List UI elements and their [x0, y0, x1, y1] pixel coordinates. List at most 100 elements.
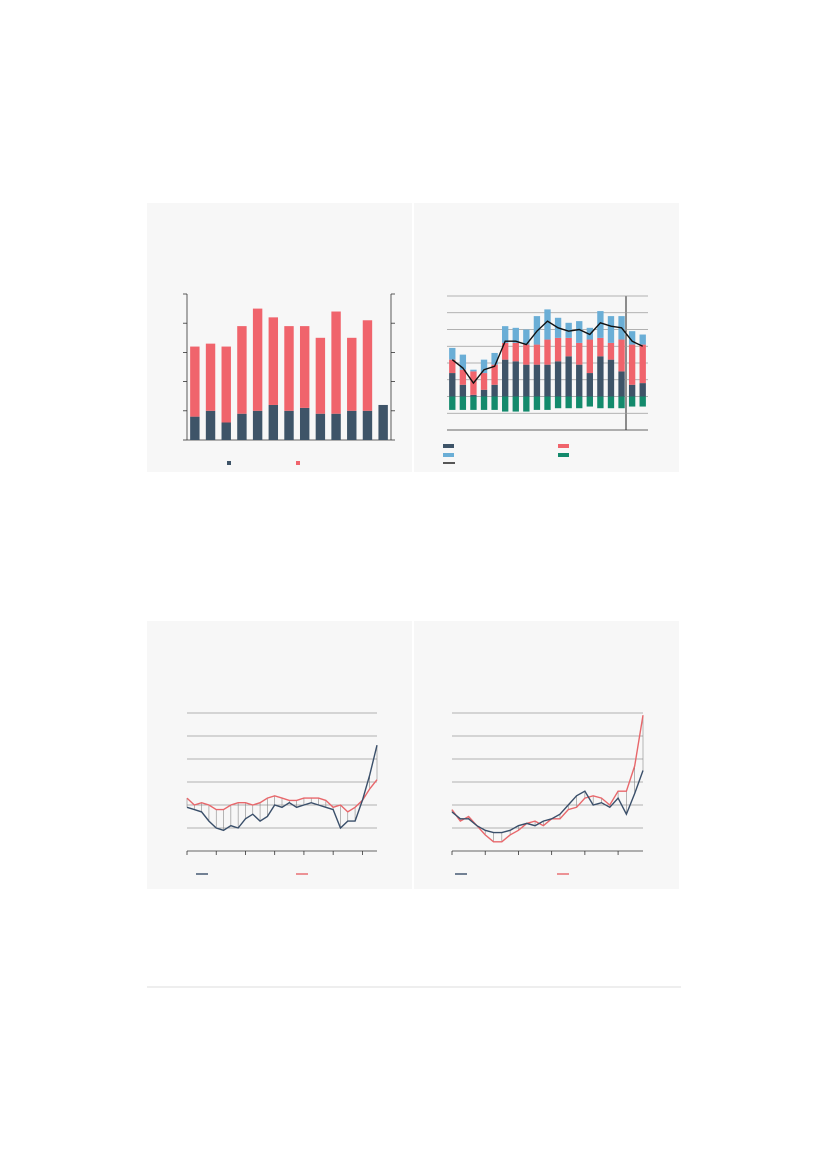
- legend-swatch: [558, 453, 569, 457]
- bar-segment: [576, 321, 583, 343]
- bar-segment: [523, 364, 530, 397]
- bar-segment: [470, 396, 477, 410]
- bar-segment: [565, 337, 572, 357]
- legend-swatch: [227, 461, 231, 465]
- line-series: [451, 320, 644, 385]
- bar-segment: [331, 413, 341, 440]
- bar-segment: [470, 394, 477, 397]
- bar-segment: [565, 396, 572, 409]
- bar-segment: [491, 352, 498, 365]
- line-series: [451, 715, 644, 843]
- legend-swatch: [443, 453, 454, 457]
- legend-swatch: [296, 461, 300, 465]
- legend-swatch: [558, 444, 569, 448]
- bar-segment: [597, 311, 604, 338]
- bar-segment: [639, 344, 646, 384]
- bar-segment: [512, 327, 519, 343]
- bar-segment: [544, 309, 551, 340]
- bar-segment: [533, 344, 541, 365]
- bar-segment: [639, 396, 646, 407]
- bar-segment: [607, 396, 615, 409]
- bar-segment: [523, 396, 530, 412]
- bar-segment: [554, 361, 562, 397]
- bar-segment: [523, 329, 530, 345]
- bar-segment: [378, 404, 388, 440]
- bar-segment: [268, 404, 279, 440]
- bar-segment: [502, 396, 509, 412]
- bar-segment: [221, 422, 231, 440]
- bar-segment: [190, 416, 200, 440]
- bar-segment: [586, 339, 593, 374]
- bar-segment: [554, 337, 562, 362]
- bar-segment: [502, 326, 509, 343]
- bar-segment: [491, 384, 498, 397]
- bar-segment: [512, 361, 519, 397]
- bar-segment: [268, 317, 279, 405]
- bar-segment: [628, 331, 636, 345]
- bar-segment: [491, 396, 498, 410]
- bar-segment: [628, 344, 636, 385]
- bar-segment: [533, 396, 541, 410]
- bar-segment: [565, 356, 572, 397]
- bar-segment: [347, 337, 357, 411]
- bar-segment: [284, 326, 294, 411]
- bar-segment: [205, 343, 216, 411]
- bar-segment: [533, 364, 541, 397]
- bar-segment: [347, 410, 357, 440]
- bar-segment: [449, 373, 456, 397]
- bar-segment: [221, 346, 231, 423]
- bar-segment: [628, 396, 636, 407]
- bar-segment: [554, 396, 562, 409]
- bar-segment: [480, 389, 488, 397]
- bar-segment: [315, 413, 326, 440]
- bar-segment: [480, 396, 488, 410]
- bar-segment: [459, 396, 467, 410]
- bar-segment: [459, 369, 467, 385]
- line-series: [186, 745, 378, 832]
- bar-segment: [565, 322, 572, 338]
- bar-segment: [502, 359, 509, 397]
- bar-segment: [607, 359, 615, 397]
- bar-segment: [576, 342, 583, 365]
- bar-segment: [237, 413, 247, 440]
- bar-segment: [502, 342, 509, 360]
- bar-segment: [459, 384, 467, 397]
- bar-segment: [586, 396, 593, 407]
- bar-segment: [639, 334, 646, 345]
- bar-segment: [597, 356, 604, 397]
- bar-segment: [331, 311, 341, 414]
- bar-segment: [523, 344, 530, 365]
- bar-segment: [618, 396, 625, 409]
- bar-segment: [299, 407, 310, 440]
- bar-segment: [315, 337, 326, 414]
- bar-segment: [237, 326, 247, 414]
- bar-segment: [586, 373, 593, 397]
- bar-segment: [597, 337, 604, 357]
- bar-segment: [205, 410, 216, 440]
- bar-segment: [544, 396, 551, 410]
- line-series: [186, 779, 378, 813]
- bar-segment: [512, 342, 519, 362]
- bar-segment: [470, 369, 477, 372]
- bar-segment: [576, 396, 583, 409]
- bar-segment: [299, 326, 310, 408]
- bar-segment: [607, 316, 615, 343]
- bar-segment: [618, 339, 625, 372]
- bar-segment: [480, 373, 488, 390]
- bar-segment: [449, 359, 456, 374]
- bar-segment: [544, 339, 551, 365]
- bar-segment: [252, 308, 263, 411]
- bar-segment: [362, 320, 373, 411]
- bar-segment: [544, 364, 551, 397]
- line-series: [451, 770, 644, 834]
- bar-segment: [512, 396, 519, 412]
- bar-segment: [252, 410, 263, 440]
- bar-segment: [284, 410, 294, 440]
- bar-segment: [190, 346, 200, 417]
- bar-segment: [628, 384, 636, 397]
- bar-segment: [491, 364, 498, 385]
- bar-segment: [449, 347, 456, 360]
- bar-segment: [639, 383, 646, 397]
